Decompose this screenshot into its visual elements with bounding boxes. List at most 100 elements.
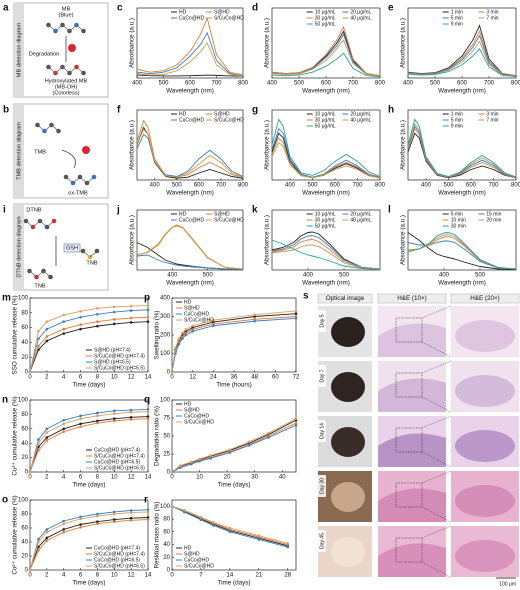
data-point — [212, 520, 215, 524]
data-point — [62, 422, 66, 426]
legend-label: 9 min — [451, 21, 463, 27]
atom — [81, 28, 86, 34]
legend-label: CuCo@HD — [179, 217, 204, 223]
data-point — [146, 308, 150, 312]
y-axis-label: Absorbance (a.u.) — [129, 120, 136, 170]
data-point — [45, 431, 49, 434]
data-point — [79, 425, 82, 428]
legend-label: 5 min — [451, 15, 463, 21]
zoom-line — [421, 360, 452, 374]
y-tick-label: 40 — [21, 540, 28, 546]
legend-label: 30 μg/mL — [315, 217, 336, 223]
data-point — [37, 344, 40, 348]
data-point — [79, 417, 82, 421]
series-line — [136, 242, 244, 270]
legend-label: 7 min — [486, 117, 498, 123]
row-label: Day 14 — [319, 423, 325, 439]
legend-label: 5 min — [451, 211, 463, 217]
x-tick-label: 0 — [170, 475, 174, 481]
data-point — [79, 523, 82, 526]
data-point — [62, 332, 66, 335]
data-point — [37, 449, 40, 452]
y-axis-label: Absorbance (a.u.) — [400, 215, 407, 265]
diagram-frame — [13, 203, 109, 291]
data-point — [184, 328, 188, 331]
chart-g: g 400 500 600 700 800 Wavelength (nm) Absorbanc… — [252, 105, 386, 197]
atom — [94, 248, 100, 254]
zoom-line — [421, 525, 452, 539]
x-tick-label: 700 — [211, 81, 222, 87]
x-tick-label: 400 — [167, 273, 178, 279]
y-tick-label: 100 — [18, 498, 29, 504]
x-tick-label: 14 — [145, 573, 152, 579]
plot-frame — [29, 297, 149, 373]
legend-label: 1 min — [451, 9, 463, 15]
data-point — [45, 539, 49, 542]
x-tick-label: 60 — [272, 375, 279, 381]
x-tick-label: 500 — [203, 273, 214, 279]
x-tick-label: 20 — [224, 475, 231, 481]
legend-label: S@HD — [214, 111, 230, 117]
series-line — [407, 232, 517, 270]
diagram-label: (Colorless) — [52, 90, 79, 96]
x-tick-label: 500 — [339, 273, 350, 279]
data-point — [28, 470, 32, 474]
data-point — [170, 370, 174, 374]
chart-c: c 400 500 600 700 800 Wavelength (nm) Absorbanc… — [117, 3, 249, 95]
x-axis-label: Wavelength (nm) — [302, 280, 350, 287]
tissue — [378, 543, 446, 577]
x-axis-label: Time (days) — [72, 482, 105, 489]
diagram-title: TMB detection diagram — [16, 122, 22, 180]
legend-label: 50 μg/mL — [315, 223, 336, 229]
legend-label: 50 μg/mL — [315, 21, 336, 27]
series-line — [136, 133, 244, 177]
series-line — [271, 235, 381, 270]
data-point — [37, 540, 40, 544]
x-tick-label: 0 — [28, 475, 32, 481]
zoom-box — [395, 482, 423, 508]
data-point — [112, 305, 116, 309]
tissue-detail — [455, 320, 515, 352]
data-point — [62, 320, 66, 323]
data-point — [96, 512, 99, 516]
diagram-frame — [13, 103, 109, 199]
data-point — [129, 410, 133, 414]
data-point — [191, 330, 194, 333]
chart-o: o 0 2 4 6 8 10 12 14 0 20 40 60 80 100 Time (days) Co²⁺ … — [2, 495, 152, 587]
x-tick-label: 600 — [457, 81, 468, 87]
y-axis-label: SSO cumulative release (%) — [12, 295, 19, 374]
panel-label: i — [3, 205, 6, 216]
x-tick-label: 600 — [466, 183, 477, 189]
y-tick-label: 80 — [21, 412, 28, 418]
diagram-label: (MB-OH) — [55, 84, 78, 90]
x-tick-label: 12 — [189, 375, 196, 381]
legend-label: HD — [184, 545, 192, 551]
data-point — [146, 304, 150, 307]
tissue-detail — [455, 430, 515, 462]
data-point — [177, 342, 181, 346]
data-point — [212, 324, 215, 328]
chart-p: p 0 12 24 36 48 60 72 0 100 200 300 400 Time (hours) S… — [144, 293, 300, 389]
legend-label: S/CuCo@HD (pH=7.4) — [94, 551, 145, 557]
x-tick-label: 0 — [170, 573, 174, 579]
x-tick-label: 400 — [285, 183, 296, 189]
y-tick-label: 40 — [163, 542, 170, 548]
data-point — [247, 444, 251, 447]
data-point — [79, 517, 82, 521]
data-point — [178, 466, 182, 469]
y-tick-label: 0 — [25, 370, 29, 376]
series-line — [136, 31, 244, 77]
legend-label: CuCo@HD — [184, 557, 209, 563]
y-tick-label: 300 — [160, 314, 171, 320]
data-point — [146, 315, 150, 319]
diagram-strip — [14, 104, 24, 198]
y-axis-label: Absorbance (a.u.) — [264, 120, 271, 170]
x-tick-label: 700 — [216, 183, 227, 189]
data-point — [129, 415, 133, 419]
series-line — [271, 141, 381, 179]
data-point — [181, 337, 184, 341]
legend-label: S/CuCo@HD (pH=6.5) — [94, 365, 145, 371]
x-tick-label: 8 — [96, 375, 100, 381]
data-point — [267, 431, 270, 435]
header-box — [317, 293, 373, 304]
